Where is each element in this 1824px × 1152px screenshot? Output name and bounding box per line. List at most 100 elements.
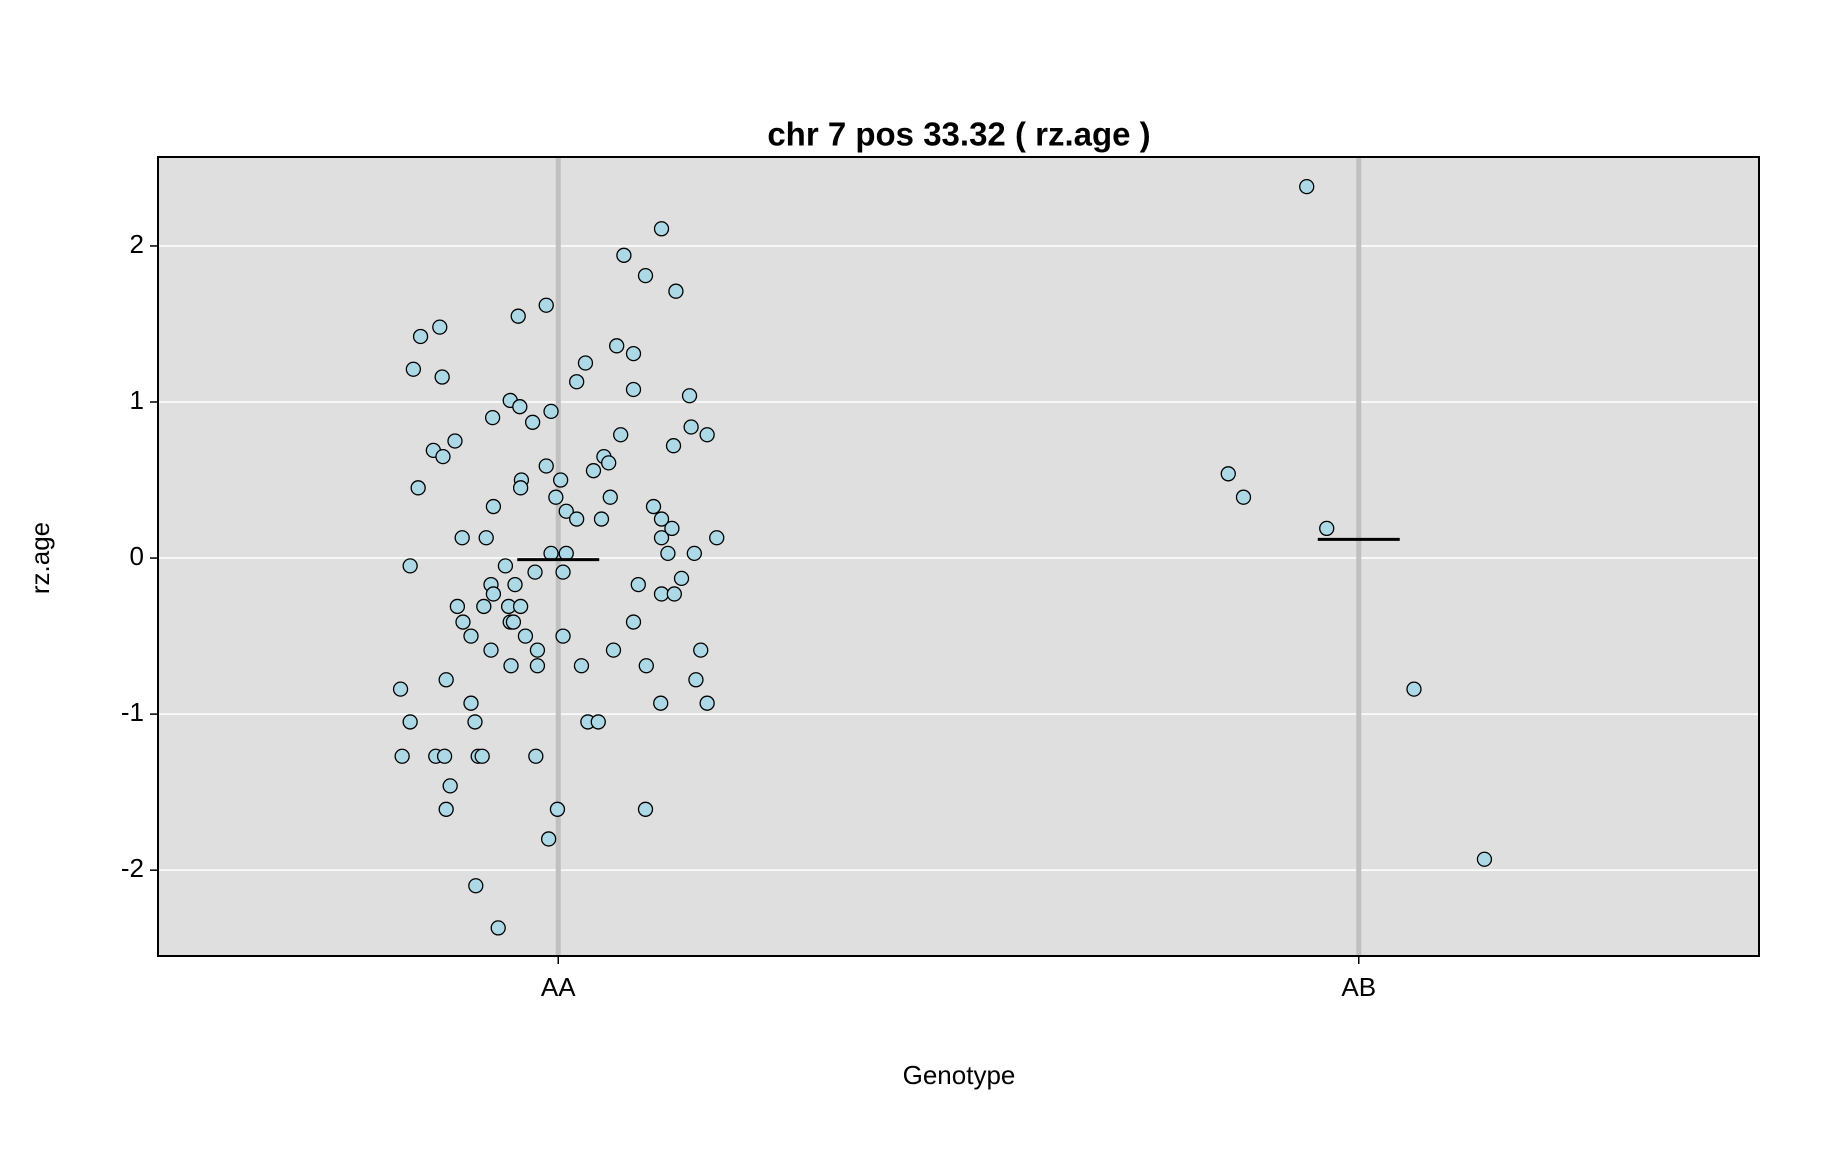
point <box>463 628 479 644</box>
point <box>505 614 522 630</box>
point <box>527 564 543 580</box>
point <box>455 614 471 630</box>
point <box>699 427 715 443</box>
point <box>653 695 669 711</box>
point <box>577 355 594 371</box>
point <box>497 558 514 574</box>
point <box>638 658 654 674</box>
point <box>630 576 646 593</box>
point <box>601 455 617 471</box>
point <box>529 642 546 658</box>
point <box>637 267 654 284</box>
point <box>653 586 670 602</box>
point <box>665 438 682 454</box>
point <box>585 463 602 479</box>
point <box>590 714 606 730</box>
point <box>625 345 642 362</box>
point <box>449 598 466 615</box>
point <box>549 801 566 817</box>
grid <box>158 157 1759 956</box>
point <box>447 433 463 449</box>
point <box>442 778 458 794</box>
point <box>1406 681 1422 697</box>
point <box>402 714 418 730</box>
point <box>593 511 610 527</box>
point <box>435 448 451 465</box>
point <box>438 672 454 688</box>
point <box>436 748 453 764</box>
point <box>605 642 622 658</box>
point <box>463 695 479 711</box>
point <box>432 319 448 335</box>
point <box>478 530 494 546</box>
point <box>699 695 715 711</box>
point <box>569 374 585 390</box>
point <box>512 598 529 615</box>
point <box>467 714 483 730</box>
point <box>660 545 676 562</box>
point <box>543 403 559 420</box>
point <box>485 586 502 602</box>
point <box>468 878 484 894</box>
x-tick-label: AB <box>1341 972 1376 1002</box>
point <box>540 831 557 847</box>
point <box>709 530 725 546</box>
point <box>1235 489 1252 505</box>
point <box>569 511 585 527</box>
point <box>616 247 632 263</box>
point <box>1220 466 1236 482</box>
x-tick-label: AA <box>541 972 576 1002</box>
point <box>476 598 492 615</box>
point <box>483 642 499 658</box>
point <box>490 920 506 936</box>
point <box>507 576 523 593</box>
point <box>538 458 554 474</box>
point <box>602 489 618 505</box>
y-tick-label: 1 <box>130 385 144 415</box>
point <box>484 409 501 426</box>
point <box>668 283 684 299</box>
point <box>1319 520 1335 537</box>
y-tick-label: -1 <box>121 697 144 727</box>
point <box>558 503 574 519</box>
point <box>517 628 534 644</box>
y-tick-label: 2 <box>130 229 144 259</box>
point <box>673 570 690 586</box>
y-tick-label: -2 <box>121 853 144 883</box>
point <box>454 530 470 546</box>
point <box>438 801 454 817</box>
point <box>528 748 544 764</box>
marks <box>392 179 1493 936</box>
point <box>609 338 625 354</box>
point <box>503 658 519 674</box>
point <box>686 545 702 562</box>
chart-title: chr 7 pos 33.32 ( rz.age ) <box>767 116 1150 153</box>
point <box>573 658 590 674</box>
point <box>1299 179 1315 195</box>
point <box>688 672 704 688</box>
point <box>548 489 564 505</box>
point <box>553 472 569 488</box>
point <box>394 748 410 764</box>
y-tick-label: 0 <box>130 541 144 571</box>
point <box>653 530 670 546</box>
point <box>524 414 541 430</box>
x-axis-label: Genotype <box>903 1060 1016 1090</box>
point <box>410 480 426 496</box>
point <box>510 308 526 324</box>
plot-panel <box>158 157 1759 956</box>
point <box>392 681 409 697</box>
point <box>625 381 642 398</box>
point <box>653 511 670 527</box>
point <box>637 801 654 817</box>
point <box>512 399 528 415</box>
point <box>529 658 546 674</box>
point <box>625 614 642 630</box>
point <box>412 328 429 345</box>
point <box>474 748 490 764</box>
point <box>653 221 670 237</box>
point <box>645 498 662 515</box>
point <box>555 628 571 644</box>
